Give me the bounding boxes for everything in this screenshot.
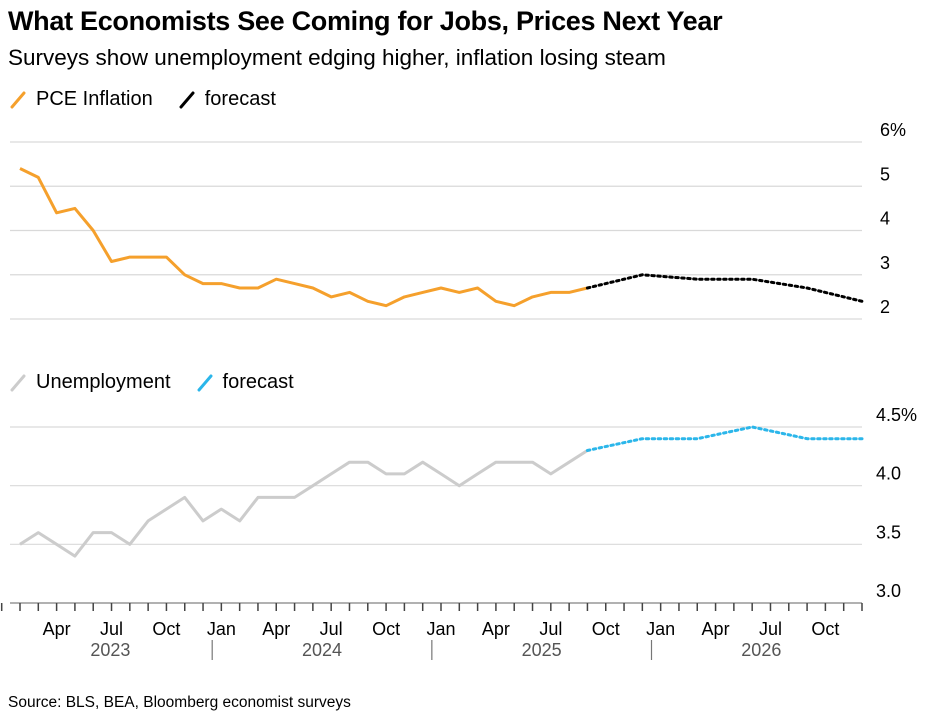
pce-swatch-icon [10,91,26,108]
pce-forecast-swatch-icon [179,91,195,108]
x-year-label: 2025 [522,640,562,660]
x-tick-label: Oct [592,619,620,639]
series-line-pce [19,167,588,308]
unemployment-swatch-icon [10,374,26,391]
y-tick-label-pce: 2 [880,297,890,317]
x-year-label: 2023 [90,640,130,660]
legend-label-unemployment-forecast: forecast [222,371,294,393]
x-tick-label: Oct [372,619,400,639]
x-tick-label: Jul [759,619,782,639]
legend-label-pce: PCE Inflation [36,88,153,110]
series-line-unemployment [19,449,589,558]
x-tick-label: Jan [426,619,455,639]
x-tick-label: Apr [43,619,71,639]
legend-item-pce: PCE Inflation [10,88,153,111]
forecast-line-pce [585,273,864,303]
chart-title: What Economists See Coming for Jobs, Pri… [8,6,723,36]
legend-label-unemployment: Unemployment [36,371,171,393]
x-tick-label: Oct [152,619,180,639]
inflation-legend: PCE Inflation forecast [10,88,302,111]
x-year-label: 2024 [302,640,342,660]
unemployment-forecast-swatch-icon [197,374,213,391]
x-tick-label: Jul [100,619,123,639]
legend-label-pce-forecast: forecast [204,88,276,110]
y-tick-label-pce: 4 [880,209,890,229]
y-tick-label-unemployment: 3.5 [876,522,901,542]
legend-item-pce-forecast: forecast [179,88,276,111]
y-tick-label-pce: 6% [880,120,906,140]
y-tick-label-unemployment: 4.0 [876,464,901,484]
legend-item-unemployment: Unemployment [10,371,171,394]
x-year-label: 2026 [741,640,781,660]
source-note: Source: BLS, BEA, Bloomberg economist su… [8,694,351,711]
chart-subtitle: Surveys show unemployment edging higher,… [8,45,666,70]
y-tick-label-pce: 3 [880,253,890,273]
x-tick-label: Apr [482,619,510,639]
y-tick-label-unemployment: 3.0 [876,581,901,601]
x-tick-label: Jul [320,619,343,639]
unemployment-legend: Unemployment forecast [10,371,320,394]
y-tick-label-pce: 5 [880,164,890,184]
x-tick-label: Apr [262,619,290,639]
x-tick-label: Jan [207,619,236,639]
x-tick-label: Oct [811,619,839,639]
legend-item-unemployment-forecast: forecast [197,371,294,394]
x-tick-label: Jul [539,619,562,639]
x-tick-label: Jan [646,619,675,639]
x-tick-label: Apr [702,619,730,639]
y-tick-label-unemployment: 4.5% [876,405,917,425]
forecast-line-unemployment [585,425,864,452]
